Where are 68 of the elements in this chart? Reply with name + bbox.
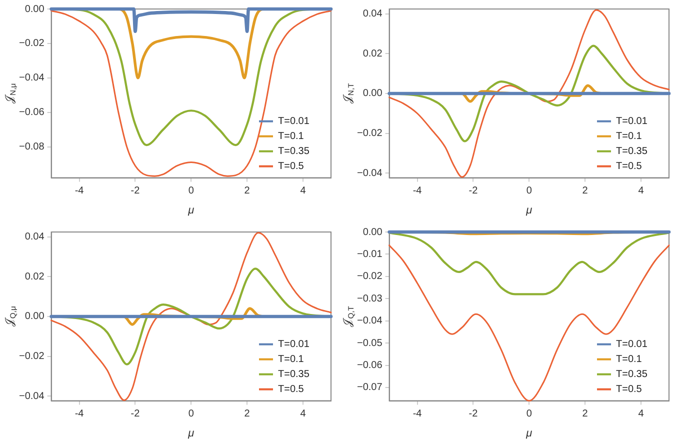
- x-tick-label: 4: [300, 408, 306, 420]
- line-series: [388, 232, 670, 296]
- x-tick-label: 2: [244, 408, 250, 420]
- x-tick-label: -2: [468, 186, 478, 197]
- legend-label: T=0.01: [616, 339, 648, 350]
- y-tick-label: 0.04: [362, 8, 383, 20]
- x-tick-label: 2: [244, 186, 250, 197]
- x-tick-label: -2: [130, 186, 140, 197]
- y-tick-label: −0.04: [18, 72, 45, 84]
- y-tick-label: 0.00: [362, 88, 383, 100]
- legend-label: T=0.35: [278, 369, 310, 380]
- y-tick-label: −0.06: [18, 107, 45, 118]
- line-series: [50, 7, 333, 34]
- y-tick-label: −0.04: [18, 390, 45, 402]
- y-tick-label: −0.06: [356, 360, 383, 372]
- x-tick-label: -4: [74, 408, 84, 420]
- legend-label: T=0.1: [616, 354, 642, 366]
- x-axis-title: μ: [187, 427, 194, 440]
- y-tick-label: −0.05: [356, 338, 383, 349]
- legend-label: T=0.35: [616, 369, 648, 380]
- x-tick-label: 0: [526, 408, 532, 420]
- x-tick-label: -4: [74, 186, 84, 197]
- line-series: [50, 232, 332, 401]
- legend-label: T=0.5: [278, 384, 304, 396]
- x-axis-title: μ: [525, 204, 532, 216]
- x-tick-label: 2: [582, 186, 588, 197]
- legend-label: T=0.1: [278, 354, 304, 366]
- x-tick-label: 0: [526, 186, 532, 197]
- y-tick-label: 0.02: [24, 271, 45, 282]
- line-series: [50, 10, 332, 177]
- legend-label: T=0.5: [616, 384, 642, 396]
- x-tick-label: 0: [188, 408, 194, 420]
- y-tick-label: −0.04: [356, 316, 383, 327]
- y-tick-label: −0.02: [18, 38, 45, 50]
- legend-label: T=0.5: [278, 161, 304, 172]
- legend-label: T=0.35: [278, 146, 310, 158]
- x-axis-title: μ: [187, 204, 194, 216]
- y-tick-label: −0.02: [18, 351, 45, 362]
- x-tick-label: -2: [130, 408, 140, 420]
- legend-label: T=0.5: [616, 161, 642, 172]
- y-tick-label: −0.07: [356, 382, 383, 394]
- x-tick-label: 4: [638, 186, 644, 197]
- y-tick-label: −0.08: [18, 142, 45, 153]
- y-tick-label: −0.02: [356, 128, 383, 140]
- y-tick-label: 0.00: [24, 4, 45, 15]
- legend-label: T=0.1: [278, 131, 304, 142]
- legend-label: T=0.01: [278, 339, 310, 350]
- line-series: [388, 9, 670, 178]
- y-tick-label: 0.02: [362, 48, 383, 60]
- x-tick-label: -2: [468, 408, 478, 420]
- x-tick-label: -4: [412, 408, 422, 420]
- legend-label: T=0.35: [616, 146, 648, 158]
- x-tick-label: -4: [412, 186, 422, 197]
- y-tick-label: −0.02: [356, 271, 383, 282]
- x-tick-label: 4: [638, 408, 644, 420]
- x-tick-label: 4: [300, 186, 306, 197]
- y-tick-label: 0.00: [24, 311, 45, 322]
- y-tick-label: 0.04: [24, 232, 45, 243]
- legend-label: T=0.1: [616, 131, 642, 142]
- y-tick-label: −0.01: [356, 248, 383, 260]
- y-tick-label: 0.00: [362, 226, 383, 238]
- x-tick-label: 2: [582, 408, 588, 420]
- x-axis-title: μ: [525, 427, 532, 440]
- legend-label: T=0.01: [278, 116, 310, 128]
- legend-label: T=0.01: [616, 116, 648, 128]
- x-tick-label: 0: [188, 186, 194, 197]
- y-tick-label: −0.04: [356, 168, 383, 179]
- y-tick-label: −0.03: [356, 293, 383, 304]
